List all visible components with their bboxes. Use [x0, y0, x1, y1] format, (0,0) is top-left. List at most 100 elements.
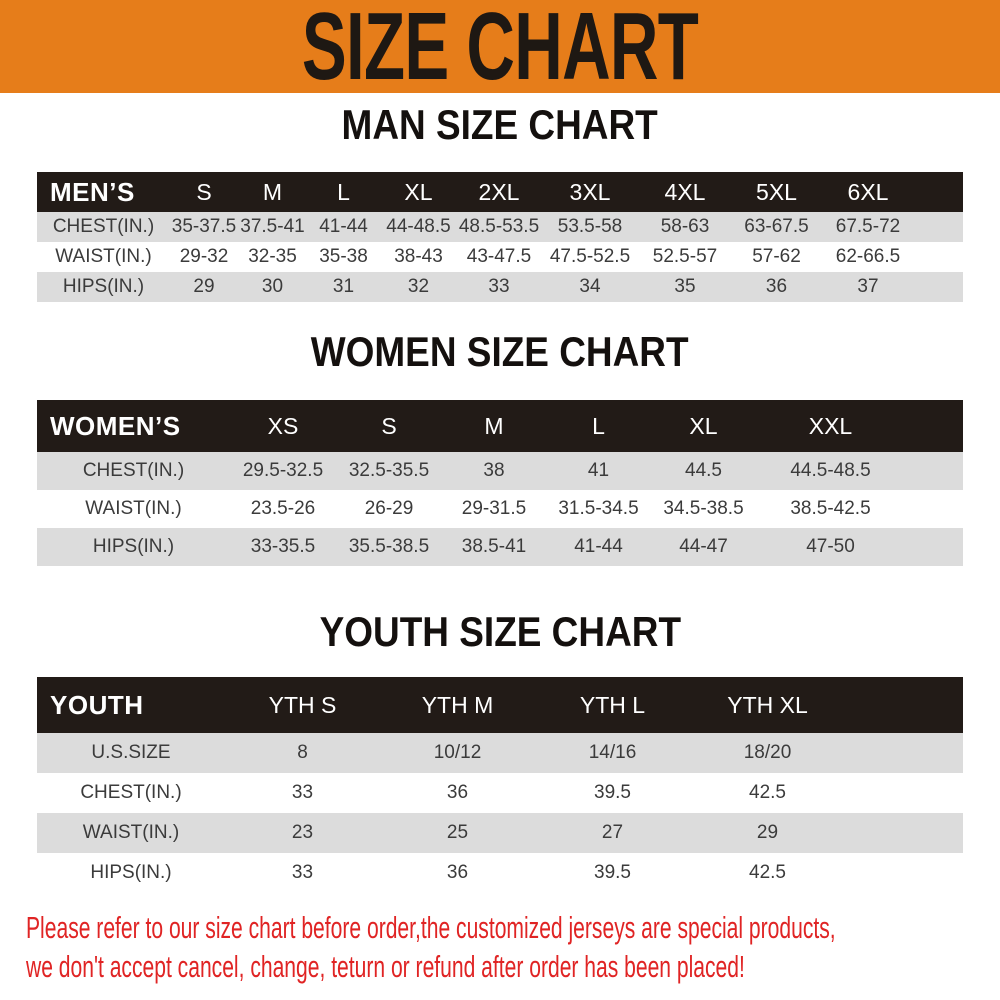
men-col-header: 5XL — [756, 178, 797, 205]
row-label-cell: WAIST(IN.) — [37, 813, 225, 853]
spacer-cell — [845, 677, 963, 733]
size-cell: 37.5-41 — [238, 212, 307, 242]
men-col-header: L — [337, 178, 350, 205]
women-waist-row: WAIST(IN.) 23.5-26 26-29 29-31.5 31.5-34… — [37, 490, 963, 528]
size-cell: 41-44 — [546, 528, 651, 566]
size-cell: 53.5-58 — [541, 212, 639, 242]
size-cell: 48.5-53.5 — [457, 212, 541, 242]
size-cell: 32.5-35.5 — [336, 452, 442, 490]
men-col-header: 4XL — [664, 178, 706, 205]
spacer-cell — [905, 400, 963, 452]
spacer-cell — [845, 773, 963, 813]
row-label-cell: HIPS(IN.) — [37, 272, 170, 302]
size-cell: 29 — [170, 272, 238, 302]
women-col-header: S — [381, 412, 397, 439]
men-chest-row: CHEST(IN.) 35-37.5 37.5-41 41-44 44-48.5… — [37, 212, 963, 242]
spacer-cell — [905, 490, 963, 528]
size-cell: 33 — [225, 773, 380, 813]
youth-size-table: YOUTH YTH S YTH M YTH L YTH XL U.S.SIZE … — [37, 677, 963, 893]
size-cell: 35-38 — [307, 242, 380, 272]
size-chart-banner: SIZE CHART — [0, 0, 1000, 100]
row-label-cell: WAIST(IN.) — [37, 490, 230, 528]
row-label-cell: CHEST(IN.) — [37, 212, 170, 242]
women-col-header: XS — [267, 412, 299, 439]
youth-waist-row: WAIST(IN.) 23 25 27 29 — [37, 813, 963, 853]
size-cell: 32 — [380, 272, 457, 302]
row-label-cell: HIPS(IN.) — [37, 528, 230, 566]
section-heading-youth: YOUTH SIZE CHART — [0, 610, 1000, 654]
women-col-header: XL — [689, 412, 718, 439]
youth-table-header-row: YOUTH YTH S YTH M YTH L YTH XL — [37, 677, 963, 733]
spacer-cell — [845, 813, 963, 853]
size-cell: 14/16 — [535, 733, 690, 773]
youth-col-header: YTH M — [421, 691, 494, 718]
size-cell: 44-47 — [651, 528, 756, 566]
spacer-cell — [914, 272, 963, 302]
spacer-cell — [845, 853, 963, 893]
size-cell: 29-31.5 — [442, 490, 546, 528]
men-size-table: MEN’S S M L XL 2XL 3XL 4XL 5XL 6XL CHEST… — [37, 172, 963, 302]
disclaimer-line-1: Please refer to our size chart before or… — [26, 910, 836, 945]
banner-title: SIZE CHART — [301, 0, 699, 100]
section-heading-women-text: WOMEN SIZE CHART — [311, 328, 689, 375]
size-cell: 37 — [822, 272, 914, 302]
women-col-header: XXL — [808, 412, 853, 439]
youth-chest-row: CHEST(IN.) 33 36 39.5 42.5 — [37, 773, 963, 813]
size-cell: 34 — [541, 272, 639, 302]
women-col-header: L — [592, 412, 605, 439]
men-table-title-cell: MEN’S — [50, 176, 135, 207]
women-col-header: M — [484, 412, 504, 439]
youth-col-header: YTH S — [268, 691, 337, 718]
size-cell: 33 — [225, 853, 380, 893]
size-cell: 25 — [380, 813, 535, 853]
size-cell: 44.5 — [651, 452, 756, 490]
size-cell: 38.5-42.5 — [756, 490, 905, 528]
size-cell: 35 — [639, 272, 731, 302]
size-cell: 29 — [690, 813, 845, 853]
women-size-table: WOMEN’S XS S M L XL XXL CHEST(IN.) 29.5-… — [37, 400, 963, 566]
size-cell: 38-43 — [380, 242, 457, 272]
size-cell: 35.5-38.5 — [336, 528, 442, 566]
spacer-cell — [914, 212, 963, 242]
youth-ussize-row: U.S.SIZE 8 10/12 14/16 18/20 — [37, 733, 963, 773]
size-cell: 42.5 — [690, 853, 845, 893]
size-cell: 43-47.5 — [457, 242, 541, 272]
size-cell: 31 — [307, 272, 380, 302]
spacer-cell — [845, 733, 963, 773]
disclaimer-text: Please refer to our size chart before or… — [26, 908, 996, 986]
men-table-header-row: MEN’S S M L XL 2XL 3XL 4XL 5XL 6XL — [37, 172, 963, 212]
section-heading-men-text: MAN SIZE CHART — [341, 101, 659, 148]
size-cell: 36 — [380, 853, 535, 893]
size-cell: 38.5-41 — [442, 528, 546, 566]
size-cell: 41-44 — [307, 212, 380, 242]
size-cell: 44.5-48.5 — [756, 452, 905, 490]
size-cell: 33-35.5 — [230, 528, 336, 566]
spacer-cell — [905, 452, 963, 490]
size-cell: 47.5-52.5 — [541, 242, 639, 272]
size-cell: 29-32 — [170, 242, 238, 272]
size-cell: 58-63 — [639, 212, 731, 242]
women-chest-row: CHEST(IN.) 29.5-32.5 32.5-35.5 38 41 44.… — [37, 452, 963, 490]
youth-table-title-cell: YOUTH — [50, 689, 144, 720]
spacer-cell — [914, 242, 963, 272]
size-cell: 52.5-57 — [639, 242, 731, 272]
size-cell: 47-50 — [756, 528, 905, 566]
men-col-header: 3XL — [569, 178, 611, 205]
size-cell: 38 — [442, 452, 546, 490]
size-cell: 23.5-26 — [230, 490, 336, 528]
size-cell: 36 — [731, 272, 822, 302]
women-table-title-cell: WOMEN’S — [50, 410, 181, 441]
size-cell: 35-37.5 — [170, 212, 238, 242]
size-cell: 18/20 — [690, 733, 845, 773]
size-cell: 39.5 — [535, 853, 690, 893]
men-col-header: 6XL — [847, 178, 889, 205]
size-cell: 8 — [225, 733, 380, 773]
row-label-cell: WAIST(IN.) — [37, 242, 170, 272]
size-cell: 41 — [546, 452, 651, 490]
size-cell: 39.5 — [535, 773, 690, 813]
size-cell: 10/12 — [380, 733, 535, 773]
men-col-header: S — [196, 178, 212, 205]
youth-col-header: YTH XL — [727, 691, 808, 718]
size-cell: 34.5-38.5 — [651, 490, 756, 528]
